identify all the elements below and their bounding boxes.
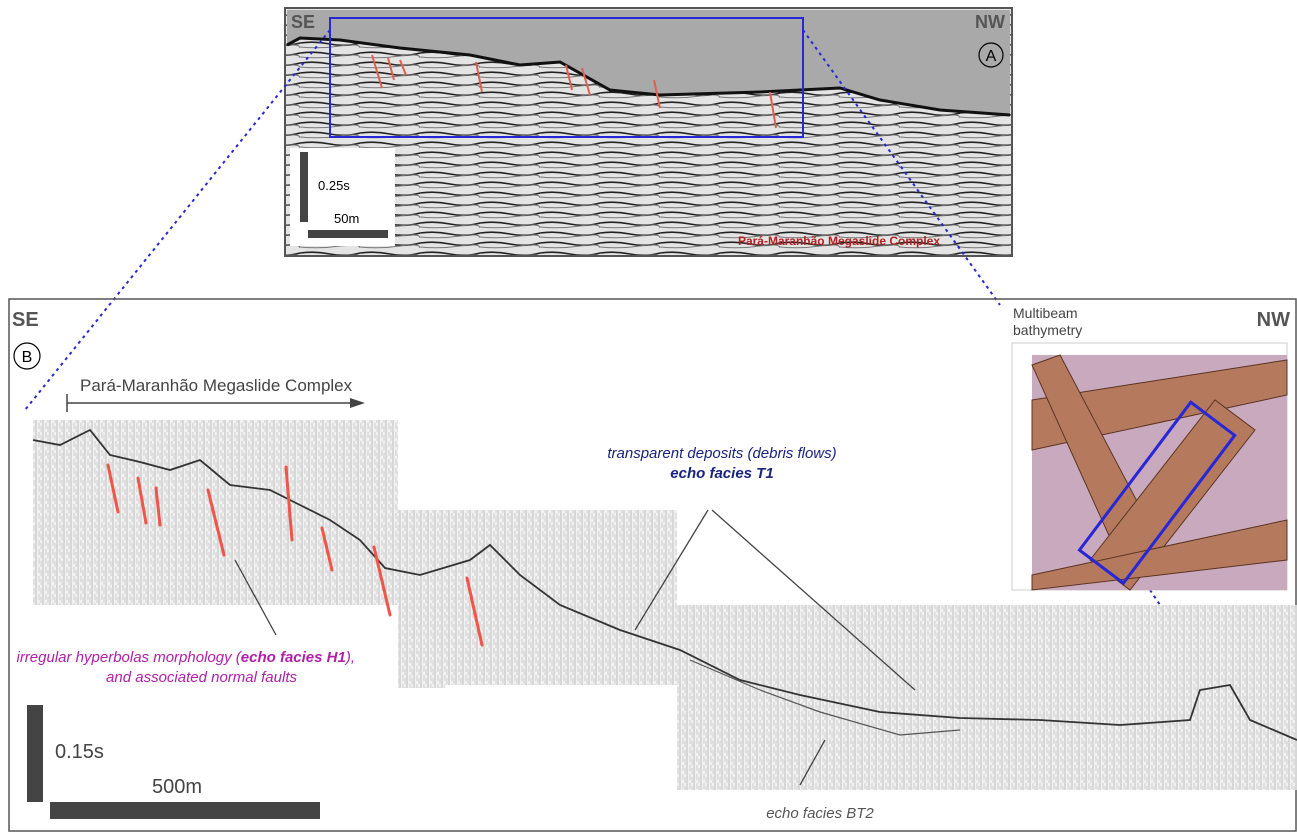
t1-label: transparent deposits (debris flows) <box>607 445 836 462</box>
seafloor <box>286 36 1011 117</box>
faults <box>371 54 777 129</box>
panel-letter: B <box>22 349 33 366</box>
bt2-label: echo facies BT2 <box>766 805 874 822</box>
t1-facies: echo facies T1 <box>670 465 773 482</box>
reflector <box>689 659 961 736</box>
scale-horizontal-label: 50m <box>334 211 359 226</box>
h1-label: irregular hyperbolas morphology (echo fa… <box>16 649 355 666</box>
scale-vertical-label: 0.15s <box>55 741 104 763</box>
arrow-head <box>350 398 365 408</box>
panel-b: SE NW B Pará-Maranhão Megaslide Complex … <box>8 298 1297 832</box>
scale-bar-horizontal <box>50 802 320 819</box>
panel-letter-circle <box>978 42 1004 68</box>
inset-title: Multibeam <box>1013 305 1078 321</box>
seismic-segment <box>33 420 398 605</box>
h1-facies: echo facies H1 <box>241 649 346 666</box>
h1-text: ), <box>344 649 355 666</box>
seafloor <box>32 428 1297 741</box>
label-se: SE <box>291 12 315 32</box>
panel-letter-circle <box>13 342 41 370</box>
water-column <box>287 10 1010 115</box>
label-nw: NW <box>975 12 1005 32</box>
seismic-segment <box>398 510 677 640</box>
panel-letter: A <box>986 48 997 65</box>
faults <box>106 463 484 647</box>
panel-frame <box>8 298 1297 832</box>
h1-label-line2: and associated normal faults <box>106 669 297 686</box>
inset-title: bathymetry <box>1013 322 1082 338</box>
scale-vertical-label: 0.25s <box>318 178 350 193</box>
scale-bar-horizontal <box>308 230 388 238</box>
seismic-segment <box>398 640 445 688</box>
scale-bar-vertical <box>27 705 43 802</box>
label-se: SE <box>12 309 39 331</box>
scale-horizontal-label: 500m <box>152 776 202 798</box>
zoom-box <box>329 17 804 138</box>
seismic-segment <box>445 640 677 685</box>
pointer-lines <box>234 509 916 786</box>
scale-bar-vertical <box>300 152 308 222</box>
bathymetry-swaths <box>1031 354 1288 591</box>
h1-text: irregular hyperbolas morphology ( <box>16 649 242 666</box>
arrow-label: Pará-Maranhão Megaslide Complex <box>80 376 353 395</box>
caption: Pará-Maranhão Megaslide Complex <box>738 234 940 248</box>
panel-a: SE NW A 0.25s 50m Pará-Maranhão Megaslid… <box>284 7 1013 257</box>
inset-box <box>1077 400 1237 586</box>
label-nw: NW <box>1257 309 1290 331</box>
seismic-segment <box>677 605 1297 790</box>
